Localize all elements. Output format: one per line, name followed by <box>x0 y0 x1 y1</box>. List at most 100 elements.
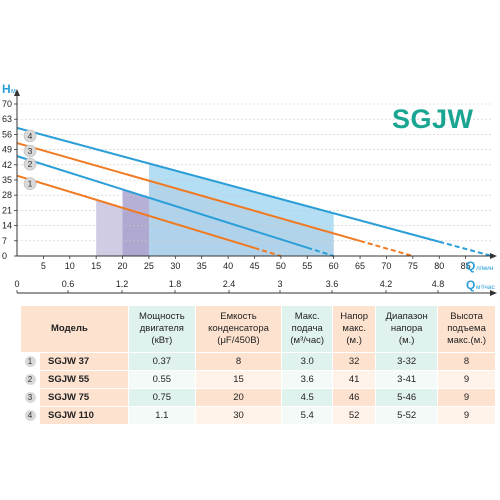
series-badge-label-4: 4 <box>28 131 33 141</box>
x2-tick-label: 3 <box>277 279 282 289</box>
row-number: 2 <box>21 371 39 388</box>
x2-tick-label: 1.8 <box>169 279 182 289</box>
x-axis-unit: л/мин <box>476 265 494 272</box>
y-tick-label: 21 <box>2 205 12 215</box>
x-axis-label: Q <box>466 259 475 273</box>
x2-axis-arrow <box>490 290 497 296</box>
x-tick-label: 55 <box>302 261 312 271</box>
table-header-row: Модель Мощность двигателя (кВт) Емкость … <box>21 306 495 352</box>
brand-title: SGJW <box>392 104 474 134</box>
series-badge-label-2: 2 <box>28 159 33 169</box>
capacitor-cell: 30 <box>195 407 282 424</box>
lift-cell: 9 <box>438 389 495 406</box>
y-axis-label: H <box>2 82 11 96</box>
table-row: 1 SGJW 37 0.37 8 3.0 32 3-32 8 <box>21 353 495 370</box>
series-line-dashed-1 <box>254 247 282 257</box>
x-tick-label: 65 <box>355 261 365 271</box>
flow-cell: 4.5 <box>282 389 333 406</box>
table-row: 4 SGJW 110 1.1 30 5.4 52 5-52 9 <box>21 407 495 424</box>
series-line-3 <box>16 142 361 242</box>
series-badge-2 <box>23 157 37 171</box>
y-tick-label: 28 <box>2 190 12 200</box>
flow-cell: 3.0 <box>282 353 333 370</box>
x-tick-label: 30 <box>170 261 180 271</box>
series-line-2 <box>16 155 308 249</box>
x-tick-label: 45 <box>249 261 259 271</box>
series-line-dashed-4 <box>438 240 493 257</box>
x-tick-label: 20 <box>118 261 128 271</box>
y-axis-arrow <box>14 89 20 96</box>
table-row: 2 SGJW 55 0.55 15 3.6 41 3-41 9 <box>21 371 495 388</box>
header-head: Напор макс. (м.) <box>333 306 376 352</box>
regions-layer <box>96 163 334 256</box>
range-cell: 5-46 <box>376 389 438 406</box>
series-line-dashed-2 <box>306 246 334 257</box>
x2-tick-label: 1.2 <box>116 279 129 289</box>
x2-tick-label: 4.8 <box>432 279 445 289</box>
row-number: 4 <box>21 407 39 424</box>
x-tick-label: 5 <box>41 261 46 271</box>
x-tick-label: 10 <box>65 261 75 271</box>
x-axis-arrow <box>490 253 497 259</box>
lift-cell: 9 <box>438 407 495 424</box>
series-badge-label-3: 3 <box>28 146 33 156</box>
lift-cell: 8 <box>438 353 495 370</box>
x-tick-label: 75 <box>408 261 418 271</box>
header-range: Диапазон напора (м.) <box>376 306 438 352</box>
header-power: Мощность двигателя (кВт) <box>129 306 195 352</box>
x-tick-label: 35 <box>197 261 207 271</box>
x2-axis-label: Q <box>466 278 475 292</box>
series-badge-1 <box>23 177 37 190</box>
series-badge-3 <box>23 144 37 158</box>
x-tick-label: 85 <box>461 261 471 271</box>
x2-tick-label: 3.6 <box>326 279 339 289</box>
x2-tick-label: 0.6 <box>62 279 75 289</box>
table-row: 3 SGJW 75 0.75 20 4.5 46 5-46 9 <box>21 389 495 406</box>
model-name: SGJW 75 <box>40 389 128 406</box>
header-flow: Макс. подача (м³/час) <box>282 306 333 352</box>
x-tick-label: 80 <box>434 261 444 271</box>
x2-tick-label: 4.2 <box>380 279 393 289</box>
head-cell: 52 <box>333 407 376 424</box>
y-tick-label: 49 <box>2 145 12 155</box>
x2-axis-unit: м³/час <box>476 284 495 291</box>
y-axis-unit: м <box>11 88 16 95</box>
head-cell: 32 <box>333 353 376 370</box>
power-cell: 0.55 <box>129 371 195 388</box>
power-cell: 0.75 <box>129 389 195 406</box>
range-cell: 3-32 <box>376 353 438 370</box>
x-tick-label: 15 <box>91 261 101 271</box>
flow-cell: 5.4 <box>282 407 333 424</box>
capacitor-cell: 20 <box>195 389 282 406</box>
power-cell: 1.1 <box>129 407 195 424</box>
x-tick-label: 25 <box>144 261 154 271</box>
y-tick-label: 63 <box>2 114 12 124</box>
series-badge-label-1: 1 <box>28 179 33 189</box>
operating-region-4 <box>148 163 334 256</box>
x-tick-label: 40 <box>223 261 233 271</box>
header-capacitor: Емкость конденсатора (μF/450В) <box>195 306 282 352</box>
model-name: SGJW 37 <box>40 353 128 370</box>
series-line-4 <box>16 126 440 243</box>
row-number: 1 <box>21 353 39 370</box>
flow-cell: 3.6 <box>282 371 333 388</box>
x-tick-label: 70 <box>381 261 391 271</box>
y-tick-label: 56 <box>2 129 12 139</box>
x2-tick-label: 2.4 <box>223 279 236 289</box>
header-model: Модель <box>21 306 128 352</box>
row-number: 3 <box>21 389 39 406</box>
capacitor-cell: 8 <box>195 353 282 370</box>
spec-table: Модель Мощность двигателя (кВт) Емкость … <box>20 305 496 425</box>
x-tick-label: 60 <box>329 261 339 271</box>
head-cell: 41 <box>333 371 376 388</box>
model-name: SGJW 110 <box>40 407 128 424</box>
model-name: SGJW 55 <box>40 371 128 388</box>
capacitor-cell: 15 <box>195 371 282 388</box>
x2-tick-label: 0 <box>14 279 19 289</box>
series-badge-4 <box>23 129 37 143</box>
y-tick-label: 7 <box>2 236 7 246</box>
range-cell: 5-52 <box>376 407 438 424</box>
x-tick-label: 50 <box>276 261 286 271</box>
